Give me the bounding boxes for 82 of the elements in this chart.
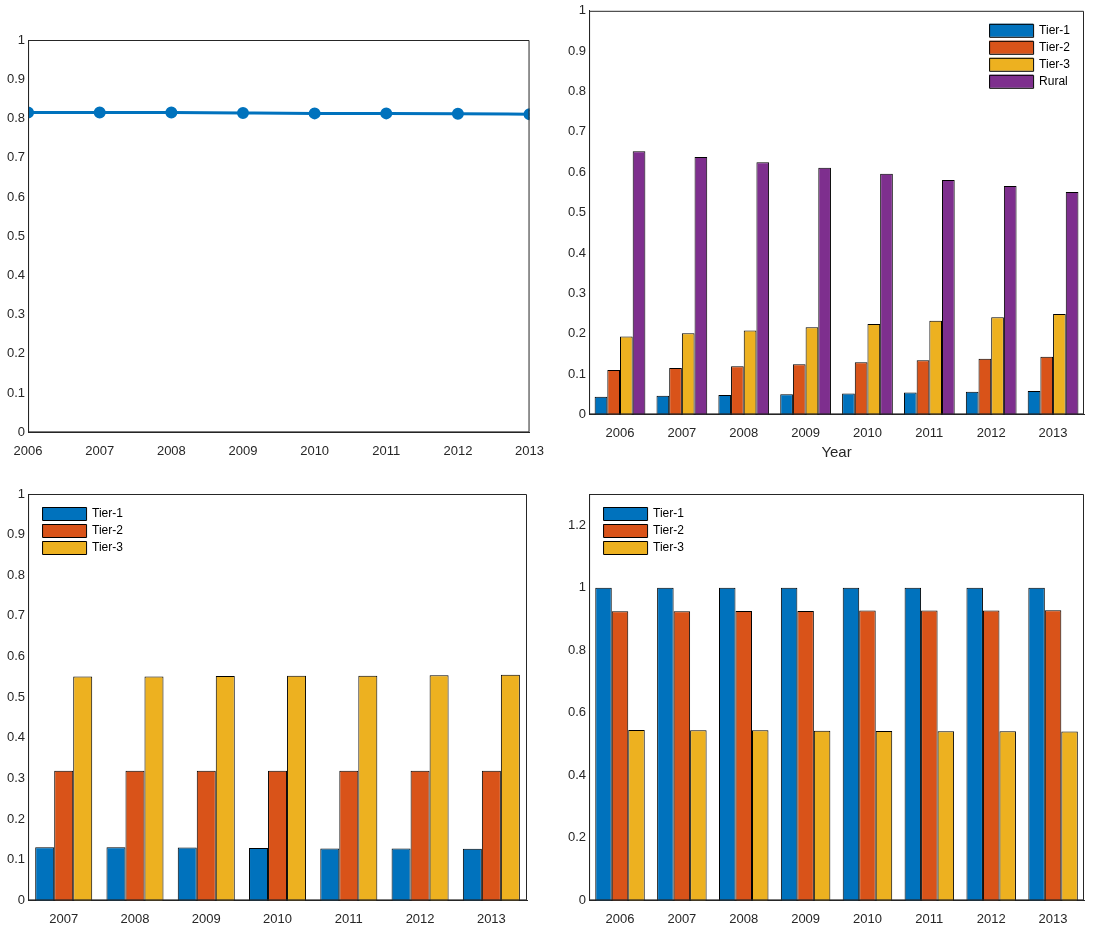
x-tick-label: 2008: [729, 910, 759, 926]
y-tick-label: 1: [578, 579, 587, 595]
x-tick-label: 2007: [85, 442, 115, 458]
y-tick-label: 0: [17, 423, 26, 439]
legend-label: Tier-2: [653, 522, 685, 537]
x-tick-label: 2011: [915, 910, 944, 926]
y-tick-label: 0.2: [567, 325, 587, 341]
y-tick-label: 0.6: [6, 188, 26, 204]
y-tick-label: 0.3: [6, 770, 26, 786]
legend-label: Tier-3: [653, 539, 685, 554]
y-tick-label: 0: [578, 891, 587, 907]
y-tick-label: 0.5: [6, 688, 26, 704]
y-tick-label: 0: [578, 405, 587, 421]
x-tick-label: 2009: [791, 424, 821, 440]
x-tick-label: 2010: [853, 910, 882, 926]
x-tick-label: 2007: [667, 910, 697, 926]
x-tick-label: 2009: [228, 442, 258, 458]
y-tick-label: 0.4: [567, 766, 587, 782]
y-tick-label: 0.4: [567, 244, 587, 260]
legend-label: Tier-2: [92, 522, 124, 537]
y-tick-label: 0.8: [567, 641, 587, 657]
y-tick-label: 0.7: [6, 149, 26, 165]
x-tick-label: 2009: [191, 910, 221, 926]
y-tick-label: 0.4: [6, 729, 26, 745]
x-tick-label: 2011: [372, 442, 401, 458]
legend-label: Tier-2: [1039, 39, 1071, 54]
legend-label: Tier-3: [1039, 56, 1071, 71]
legend-label: Tier-3: [92, 539, 124, 554]
x-tick-label: 2012: [976, 424, 1006, 440]
legend-label: Tier-1: [1039, 22, 1071, 37]
x-tick-label: 2008: [156, 442, 186, 458]
y-tick-label: 0.6: [6, 648, 26, 664]
y-tick-label: 0.6: [567, 704, 587, 720]
y-tick-label: 0.7: [567, 123, 587, 139]
y-tick-label: 0.1: [567, 365, 587, 381]
x-tick-label: 2013: [1038, 910, 1068, 926]
legend-label: Tier-1: [653, 505, 685, 520]
x-tick-label: 2006: [13, 442, 43, 458]
x-tick-label: 2013: [1038, 424, 1068, 440]
x-tick-label: 2006: [605, 910, 635, 926]
y-tick-label: 0.7: [6, 607, 26, 623]
y-tick-label: 0.3: [6, 306, 26, 322]
x-tick-label: 2010: [853, 424, 882, 440]
x-tick-label: 2013: [476, 910, 506, 926]
x-tick-label: 2010: [300, 442, 330, 458]
y-tick-label: 0.8: [567, 83, 587, 99]
legend-label: Tier-1: [92, 505, 124, 520]
legend-label: Rural: [1039, 73, 1068, 88]
y-tick-label: 0.1: [6, 851, 26, 867]
x-tick-label: 2013: [515, 442, 544, 458]
y-tick-label: 0.2: [6, 345, 26, 361]
y-tick-label: 0.2: [6, 810, 26, 826]
y-tick-label: 0.8: [6, 110, 26, 126]
x-tick-label: 2009: [791, 910, 821, 926]
x-tick-label: 2007: [667, 424, 697, 440]
x-axis-title: Year: [821, 443, 852, 461]
x-tick-label: 2012: [976, 910, 1006, 926]
x-tick-label: 2011: [915, 424, 944, 440]
x-tick-label: 2012: [443, 442, 473, 458]
y-tick-label: 1: [17, 485, 26, 501]
y-tick-label: 1: [578, 2, 587, 18]
y-tick-label: 0: [17, 891, 26, 907]
x-tick-label: 2006: [605, 424, 635, 440]
y-tick-label: 0.5: [6, 227, 26, 243]
y-tick-label: 0.2: [567, 829, 587, 845]
x-tick-label: 2007: [49, 910, 79, 926]
x-tick-label: 2011: [334, 910, 363, 926]
y-tick-label: 0.8: [6, 566, 26, 582]
y-tick-label: 0.3: [567, 284, 587, 300]
x-tick-label: 2008: [120, 910, 150, 926]
y-tick-label: 0.9: [6, 70, 26, 86]
y-tick-label: 1.2: [567, 516, 587, 532]
y-tick-label: 0.5: [567, 204, 587, 220]
y-tick-label: 0.6: [567, 163, 587, 179]
x-tick-label: 2010: [263, 910, 292, 926]
x-tick-label: 2012: [405, 910, 435, 926]
y-tick-label: 1: [17, 31, 26, 47]
y-tick-label: 0.9: [567, 42, 587, 58]
y-tick-label: 0.4: [6, 267, 26, 283]
y-tick-label: 0.1: [6, 384, 26, 400]
y-tick-label: 0.9: [6, 526, 26, 542]
x-tick-label: 2008: [729, 424, 759, 440]
